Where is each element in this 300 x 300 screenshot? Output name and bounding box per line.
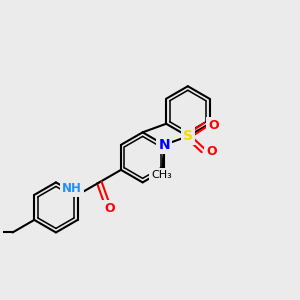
Text: NH: NH [62,182,82,195]
Text: O: O [105,202,115,214]
Text: CH₃: CH₃ [151,170,172,180]
Text: S: S [183,129,193,143]
Text: N: N [158,138,170,152]
Text: O: O [208,119,219,132]
Text: O: O [206,145,217,158]
